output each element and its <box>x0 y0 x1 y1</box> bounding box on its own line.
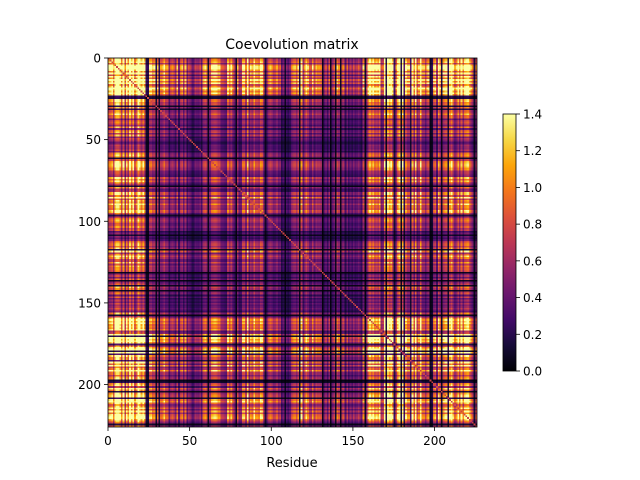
colorbar-tick-label: 0.8 <box>523 218 542 232</box>
colorbar-tick-label: 1.4 <box>523 108 542 122</box>
x-tick-label: 150 <box>341 434 364 448</box>
colorbar <box>503 114 516 371</box>
y-tick-label: 0 <box>93 52 101 66</box>
x-tick-label: 0 <box>104 434 112 448</box>
x-tick-label: 100 <box>260 434 283 448</box>
chart-title: Coevolution matrix <box>225 37 358 53</box>
colorbar-tick-label: 1.2 <box>523 144 542 158</box>
y-tick-label: 100 <box>78 215 101 229</box>
colorbar-tick-label: 0.0 <box>523 365 542 379</box>
colorbar-tick-label: 0.6 <box>523 254 542 268</box>
x-axis-label: Residue <box>266 456 317 471</box>
x-axis-ticks: 0 50 100 150 200 <box>104 427 446 448</box>
colorbar-frame <box>502 113 517 372</box>
y-tick-label: 200 <box>78 378 101 392</box>
y-tick-label: 150 <box>78 296 101 310</box>
x-tick-label: 50 <box>182 434 197 448</box>
colorbar-tick-label: 1.0 <box>523 181 542 195</box>
colorbar-tick-label: 0.2 <box>523 328 542 342</box>
heatmap-image <box>108 58 477 427</box>
y-axis-ticks: 0 50 100 150 200 <box>78 52 108 392</box>
heatmap-frame <box>107 57 478 428</box>
x-tick-label: 200 <box>423 434 446 448</box>
colorbar-ticks: 0.0 0.2 0.4 0.6 0.8 1.0 1.2 1.4 <box>516 108 542 379</box>
colorbar-tick-label: 0.4 <box>523 291 542 305</box>
y-tick-label: 50 <box>86 133 101 147</box>
